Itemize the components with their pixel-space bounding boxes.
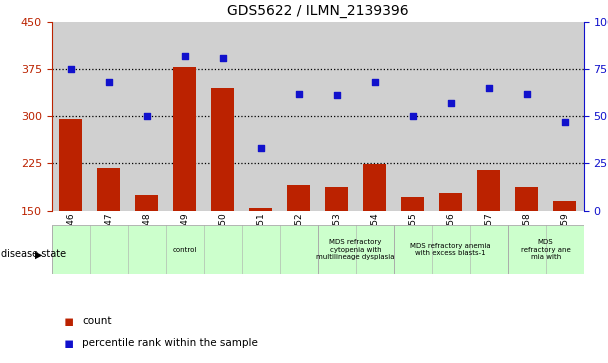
Bar (287, 185, 310, 305)
Text: percentile rank within the sample: percentile rank within the sample (82, 338, 258, 348)
Text: MDS refractory anemia
with excess blasts-1: MDS refractory anemia with excess blasts… (410, 243, 491, 256)
Bar (394, 22, 432, 211)
Point (332, 93, 342, 98)
Bar (477, 170, 500, 305)
Bar (394, 225, 508, 274)
Point (370, 79, 379, 85)
Bar (508, 225, 584, 274)
Bar (52, 225, 317, 274)
Point (560, 119, 570, 125)
Text: ▪: ▪ (64, 314, 74, 329)
Bar (364, 164, 386, 305)
Bar (90, 22, 128, 211)
Bar (97, 168, 120, 305)
Bar (356, 22, 394, 211)
Text: control: control (173, 246, 197, 253)
Point (408, 113, 418, 119)
Bar (325, 187, 348, 305)
Point (522, 91, 531, 97)
Bar (401, 197, 424, 305)
Bar (212, 88, 234, 305)
Point (142, 113, 151, 119)
Text: ▶: ▶ (35, 250, 43, 260)
Point (180, 53, 190, 59)
Bar (317, 225, 394, 274)
Point (218, 55, 227, 61)
Bar (280, 22, 317, 211)
Point (104, 79, 114, 85)
Bar (546, 22, 584, 211)
Title: GDS5622 / ILMN_2139396: GDS5622 / ILMN_2139396 (227, 4, 409, 18)
Point (446, 100, 455, 106)
Point (294, 91, 303, 97)
Text: MDS refractory
cytopenia with
multilineage dysplasia: MDS refractory cytopenia with multilinea… (316, 239, 395, 260)
Bar (128, 22, 165, 211)
Bar (432, 22, 469, 211)
Bar (135, 195, 158, 305)
Bar (469, 22, 508, 211)
Text: disease state: disease state (1, 249, 66, 259)
Bar (439, 193, 462, 305)
Text: MDS
refractory ane
mia with: MDS refractory ane mia with (521, 239, 570, 260)
Text: ▪: ▪ (64, 335, 74, 351)
Bar (165, 22, 204, 211)
Bar (173, 67, 196, 305)
Point (484, 85, 494, 91)
Bar (515, 187, 538, 305)
Bar (317, 22, 356, 211)
Text: count: count (82, 316, 112, 326)
Bar (241, 22, 280, 211)
Bar (553, 201, 576, 305)
Point (66, 66, 75, 72)
Bar (508, 22, 546, 211)
Bar (204, 22, 241, 211)
Point (256, 145, 266, 151)
Bar (60, 119, 82, 305)
Bar (249, 208, 272, 305)
Bar (52, 22, 90, 211)
